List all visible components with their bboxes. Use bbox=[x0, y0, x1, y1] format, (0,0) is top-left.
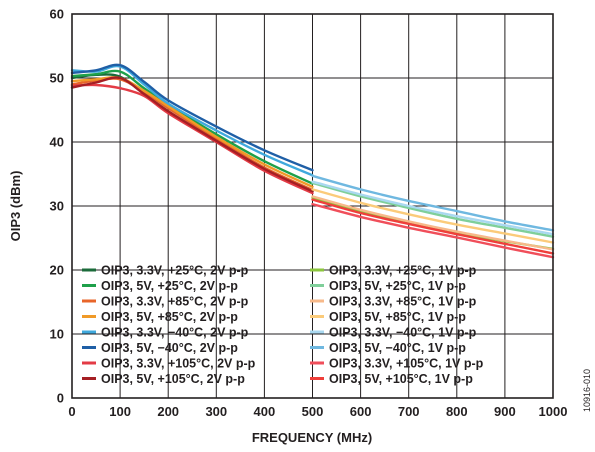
legend-entry: OIP3, 5V, +85°C, 1V p-p bbox=[329, 310, 466, 324]
series-line-10 bbox=[311, 181, 555, 238]
x-axis-label: FREQUENCY (MHz) bbox=[252, 430, 372, 445]
x-tick-label: 300 bbox=[205, 404, 227, 419]
legend-entry: OIP3, 3.3V, +85°C, 1V p-p bbox=[329, 295, 477, 309]
y-tick-label: 20 bbox=[50, 263, 64, 278]
legend-entry: OIP3, 3.3V, +105°C, 1V p-p bbox=[329, 357, 484, 371]
legend-entry: OIP3, 5V, +105°C, 2V p-p bbox=[101, 372, 245, 386]
legend-entry: OIP3, 3.3V, −40°C, 2V p-p bbox=[101, 326, 249, 340]
series-line-3 bbox=[70, 77, 314, 192]
x-tick-label: 600 bbox=[350, 404, 372, 419]
legend-entry: OIP3, 5V, −40°C, 1V p-p bbox=[329, 341, 466, 355]
plot-frame bbox=[71, 13, 554, 399]
series-line-14 bbox=[311, 174, 555, 232]
series-line-5 bbox=[70, 64, 314, 177]
series-line-11 bbox=[311, 195, 555, 251]
x-tick-label: 200 bbox=[157, 404, 179, 419]
y-tick-label: 50 bbox=[50, 71, 64, 86]
legend-entry: OIP3, 5V, −40°C, 2V p-p bbox=[101, 341, 238, 355]
x-tick-label: 500 bbox=[302, 404, 324, 419]
y-tick-labels: 0 10 20 30 40 50 60 bbox=[50, 7, 64, 406]
legend-entry: OIP3, 5V, +105°C, 1V p-p bbox=[329, 372, 473, 386]
legend-entry: OIP3, 5V, +25°C, 1V p-p bbox=[329, 279, 466, 293]
series-line-15 bbox=[311, 202, 555, 259]
legend-entry: OIP3, 3.3V, +25°C, 2V p-p bbox=[101, 264, 249, 278]
y-tick-label: 40 bbox=[50, 135, 64, 150]
y-axis-label: OIP3 (dBm) bbox=[8, 171, 23, 242]
legend-entry: OIP3, 5V, +85°C, 2V p-p bbox=[101, 310, 238, 324]
x-tick-label: 100 bbox=[109, 404, 131, 419]
x-tick-label: 800 bbox=[446, 404, 468, 419]
legend-entry: OIP3, 3.3V, +105°C, 2V p-p bbox=[101, 357, 256, 371]
x-tick-label: 700 bbox=[398, 404, 420, 419]
y-tick-label: 30 bbox=[50, 199, 64, 214]
series-line-4 bbox=[70, 76, 314, 188]
legend-entry: OIP3, 5V, +25°C, 2V p-p bbox=[101, 279, 238, 293]
legend-entry: OIP3, 3.3V, +85°C, 2V p-p bbox=[101, 295, 249, 309]
series-line-6 bbox=[70, 63, 314, 172]
x-tick-label: 900 bbox=[494, 404, 516, 419]
figure-id: 10916-010 bbox=[582, 369, 592, 412]
series-line-13 bbox=[311, 180, 555, 236]
y-tick-label: 60 bbox=[50, 7, 64, 22]
series-line-7 bbox=[70, 83, 314, 195]
x-tick-label: 0 bbox=[68, 404, 75, 419]
series-line-16 bbox=[311, 198, 555, 255]
series-line-8 bbox=[70, 76, 314, 193]
x-tick-labels: 0 100 200 300 400 500 600 700 800 900 1000 bbox=[68, 404, 567, 419]
series-lines bbox=[70, 63, 555, 259]
series-line-2 bbox=[70, 69, 314, 185]
y-tick-label: 10 bbox=[50, 327, 64, 342]
series-line-12 bbox=[311, 188, 555, 244]
legend-entry: OIP3, 3.3V, −40°C, 1V p-p bbox=[329, 326, 477, 340]
x-tick-label: 1000 bbox=[539, 404, 568, 419]
y-tick-label: 0 bbox=[57, 391, 64, 406]
legend-entry: OIP3, 3.3V, +25°C, 1V p-p bbox=[329, 264, 477, 278]
x-tick-label: 400 bbox=[254, 404, 276, 419]
